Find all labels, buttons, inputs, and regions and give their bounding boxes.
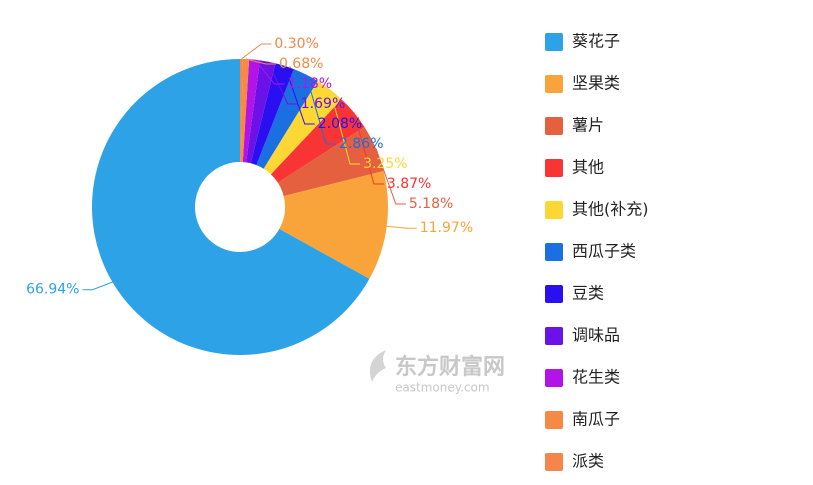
legend-label: 薯片 <box>572 116 604 135</box>
leader-line <box>353 112 384 185</box>
legend-label: 其他(补充) <box>572 200 649 219</box>
legend-swatch <box>545 117 563 135</box>
slice <box>277 126 384 197</box>
legend-label: 其他 <box>572 158 604 177</box>
leader-line <box>267 61 298 105</box>
legend-label: 花生类 <box>572 368 620 387</box>
legend-swatch <box>545 75 563 93</box>
data-label: 0.30% <box>274 36 318 52</box>
data-label: 3.25% <box>363 156 407 172</box>
data-label: 11.97% <box>420 220 473 236</box>
slice <box>242 59 261 163</box>
slice <box>279 171 388 279</box>
legend-swatch <box>545 327 563 345</box>
legend-label: 西瓜子类 <box>572 242 636 261</box>
slice <box>91 59 370 355</box>
legend-label: 南瓜子 <box>572 410 620 429</box>
legend-label: 派类 <box>572 452 604 471</box>
legend-swatch <box>545 369 563 387</box>
leader-line <box>329 89 361 165</box>
legend-label: 调味品 <box>572 326 620 345</box>
data-label: 3.87% <box>387 176 431 192</box>
slice <box>240 59 250 163</box>
leader-line <box>82 281 113 291</box>
slice <box>263 81 342 175</box>
leader-line <box>284 65 315 125</box>
leader-line <box>241 43 272 60</box>
data-label: 66.94% <box>26 282 79 298</box>
data-label: 5.18% <box>409 196 453 212</box>
slice <box>246 60 276 164</box>
data-label: 1.69% <box>301 96 345 112</box>
leader-line <box>305 74 337 145</box>
legend-swatch <box>545 33 563 51</box>
legend-swatch <box>545 285 563 303</box>
legend-label: 葵花子 <box>572 32 620 51</box>
slice <box>240 59 243 163</box>
data-label: 2.08% <box>318 116 362 132</box>
leader-line <box>375 148 406 205</box>
leader-line <box>386 225 417 229</box>
legend-label: 豆类 <box>572 284 604 303</box>
data-label: 2.86% <box>339 136 383 152</box>
watermark-name: 东方财富网 <box>395 354 505 380</box>
legend-label: 坚果类 <box>572 74 620 93</box>
leader-line <box>245 58 276 65</box>
legend-swatch <box>545 243 563 261</box>
watermark-logo <box>369 350 386 382</box>
slice <box>270 99 365 183</box>
data-label: 0.68% <box>279 56 323 72</box>
legend-swatch <box>545 159 563 177</box>
legend-swatch <box>545 453 563 471</box>
watermark-url: eastmoney.com <box>395 381 490 395</box>
legend-swatch <box>545 201 563 219</box>
data-label: 1.18% <box>288 76 332 92</box>
slice <box>256 69 318 169</box>
legend-swatch <box>545 411 563 429</box>
leader-line <box>254 59 285 85</box>
slice <box>250 63 294 166</box>
